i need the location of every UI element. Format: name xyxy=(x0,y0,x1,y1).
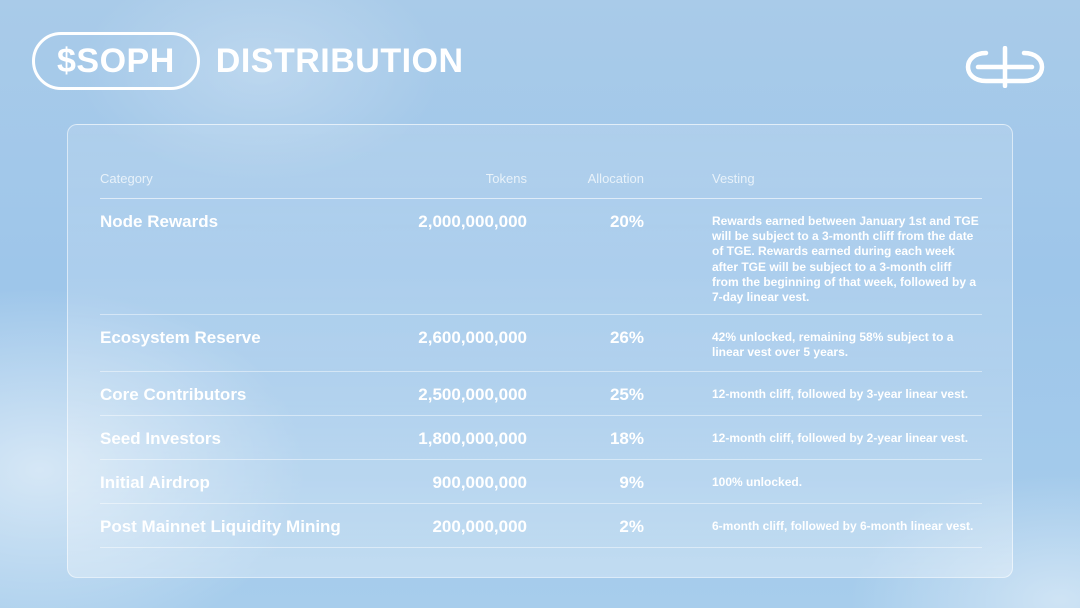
ticker-label: $SOPH xyxy=(57,41,175,80)
column-header-tokens: Tokens xyxy=(485,171,527,186)
category-cell: Seed Investors xyxy=(100,429,221,448)
table-row: Post Mainnet Liquidity Mining 200,000,00… xyxy=(100,504,982,548)
distribution-table: Category Tokens Allocation Vesting Node … xyxy=(100,165,982,548)
allocation-cell: 20% xyxy=(609,212,644,231)
allocation-cell: 2% xyxy=(619,517,644,536)
category-cell: Core Contributors xyxy=(100,385,247,404)
column-header-category: Category xyxy=(100,171,153,186)
page-title: DISTRIBUTION xyxy=(215,41,464,80)
distribution-panel: Category Tokens Allocation Vesting Node … xyxy=(67,124,1013,578)
vesting-cell: 100% unlocked. xyxy=(712,475,803,489)
category-cell: Post Mainnet Liquidity Mining xyxy=(100,517,341,536)
tokens-cell: 1,800,000,000 xyxy=(418,429,527,448)
vesting-cell: 6-month cliff, followed by 6-month linea… xyxy=(712,519,974,533)
table-header-row: Category Tokens Allocation Vesting xyxy=(100,165,982,199)
allocation-cell: 18% xyxy=(609,429,644,448)
column-header-vesting: Vesting xyxy=(712,171,755,186)
tokens-cell: 900,000,000 xyxy=(432,473,527,492)
allocation-cell: 25% xyxy=(609,385,644,404)
header: $SOPH DISTRIBUTION xyxy=(32,32,464,90)
table-row: Core Contributors 2,500,000,000 25% 12-m… xyxy=(100,372,982,416)
column-header-allocation: Allocation xyxy=(587,171,644,186)
category-cell: Ecosystem Reserve xyxy=(100,328,261,347)
vesting-cell: 42% unlocked, remaining 58% subject to a… xyxy=(712,330,954,360)
category-cell: Initial Airdrop xyxy=(100,473,210,492)
tokens-cell: 2,600,000,000 xyxy=(418,328,527,347)
vesting-cell: Rewards earned between January 1st and T… xyxy=(712,214,979,305)
vesting-cell: 12-month cliff, followed by 2-year linea… xyxy=(712,431,969,445)
tokens-cell: 2,000,000,000 xyxy=(418,212,527,231)
table-row: Ecosystem Reserve 2,600,000,000 26% 42% … xyxy=(100,315,982,372)
category-cell: Node Rewards xyxy=(100,212,219,231)
allocation-cell: 26% xyxy=(609,328,644,347)
table-row: Seed Investors 1,800,000,000 18% 12-mont… xyxy=(100,416,982,460)
table-row: Initial Airdrop 900,000,000 9% 100% unlo… xyxy=(100,460,982,504)
allocation-cell: 9% xyxy=(619,473,644,492)
ticker-badge: $SOPH xyxy=(32,32,200,90)
vesting-cell: 12-month cliff, followed by 3-year linea… xyxy=(712,387,969,401)
soph-logo-icon xyxy=(965,46,1045,88)
tokens-cell: 2,500,000,000 xyxy=(418,385,527,404)
tokens-cell: 200,000,000 xyxy=(432,517,527,536)
table-row: Node Rewards 2,000,000,000 20% Rewards e… xyxy=(100,199,982,315)
